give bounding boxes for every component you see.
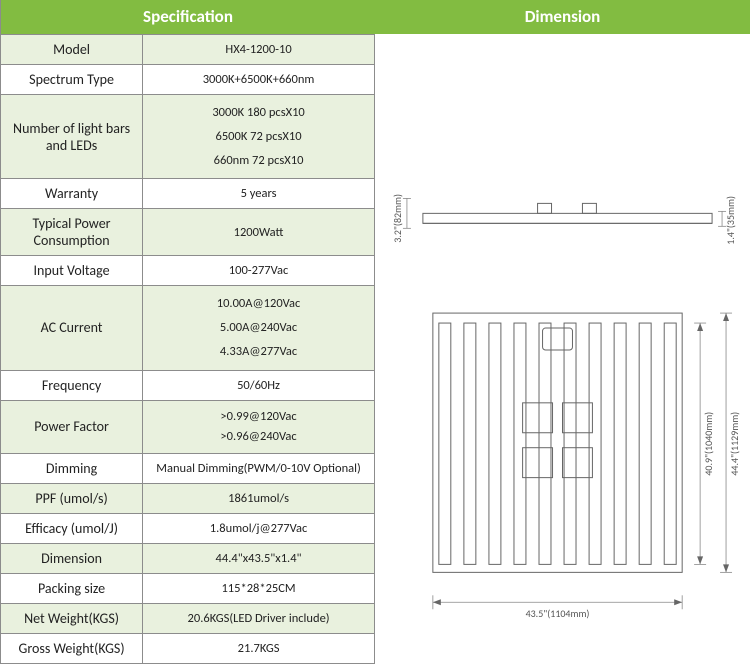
side-view: 3.2"(82mm) 1.4"(35mm) [392, 194, 737, 245]
table-row: DimmingManual Dimming(PWM/0-10V Optional… [1, 453, 375, 483]
inner-height-label: 40.9"(1040mm) [703, 412, 715, 476]
specification-column: Specification ModelHX4-1200-10Spectrum T… [0, 0, 375, 652]
light-bar [664, 323, 676, 564]
light-bar [464, 323, 476, 564]
table-row: Net Weight(KGS)20.6KGS(LED Driver includ… [1, 603, 375, 633]
spec-value: 10.00A@120Vac5.00A@240Vac4.33A@277Vac [143, 286, 375, 370]
table-row: ModelHX4-1200-10 [1, 35, 375, 65]
spec-value: HX4-1200-10 [143, 35, 375, 65]
light-bar [539, 323, 551, 564]
page-container: Specification ModelHX4-1200-10Spectrum T… [0, 0, 750, 652]
spec-label: AC Current [1, 286, 143, 370]
light-bar [439, 323, 451, 564]
spec-label: Packing size [1, 573, 143, 603]
dimension-svg: 3.2"(82mm) 1.4"(35mm) [383, 42, 742, 644]
top-view: 43.5"(1104mm) 40.9"(1040mm) 44.4"(1129mm… [433, 313, 741, 620]
width-label: 43.5"(1104mm) [526, 608, 590, 620]
light-bar [514, 323, 526, 564]
spec-value: 115*28*25CM [143, 573, 375, 603]
spec-value: 50/60Hz [143, 370, 375, 400]
spec-label: PPF (umol/s) [1, 483, 143, 513]
specification-header: Specification [0, 0, 375, 34]
spec-value: 20.6KGS(LED Driver include) [143, 603, 375, 633]
spec-label: Number of light bars and LEDs [1, 95, 143, 179]
table-row: Spectrum Type3000K+6500K+660nm [1, 65, 375, 95]
spec-label: Power Factor [1, 400, 143, 453]
spec-value: 5 years [143, 179, 375, 209]
light-bar [614, 323, 626, 564]
table-row: Power Factor>0.99@120Vac>0.96@240Vac [1, 400, 375, 453]
spec-label: Spectrum Type [1, 65, 143, 95]
spec-value: 21.7KGS [143, 633, 375, 663]
side-depth-label: 1.4"(35mm) [725, 196, 737, 245]
spec-value: 44.4"x43.5"x1.4" [143, 543, 375, 573]
spec-label: Efficacy (umol/J) [1, 513, 143, 543]
dimension-header: Dimension [375, 0, 750, 34]
spec-label: Model [1, 35, 143, 65]
table-row: Dimension44.4"x43.5"x1.4" [1, 543, 375, 573]
spec-label: Input Voltage [1, 256, 143, 286]
outer-height-label: 44.4"(1129mm) [729, 412, 741, 476]
spec-value: >0.99@120Vac>0.96@240Vac [143, 400, 375, 453]
spec-value: 1861umol/s [143, 483, 375, 513]
table-row: Typical Power Consumption1200Watt [1, 209, 375, 256]
table-row: Packing size115*28*25CM [1, 573, 375, 603]
spec-label: Dimension [1, 543, 143, 573]
spec-value: 100-277Vac [143, 256, 375, 286]
table-row: Gross Weight(KGS)21.7KGS [1, 633, 375, 663]
spec-value: 1200Watt [143, 209, 375, 256]
light-bar [639, 323, 651, 564]
table-row: Number of light bars and LEDs3000K 180 p… [1, 95, 375, 179]
spec-label: Dimming [1, 453, 143, 483]
spec-value: 3000K+6500K+660nm [143, 65, 375, 95]
table-row: Frequency50/60Hz [1, 370, 375, 400]
table-row: PPF (umol/s)1861umol/s [1, 483, 375, 513]
spec-label: Typical Power Consumption [1, 209, 143, 256]
dimension-drawing: 3.2"(82mm) 1.4"(35mm) [375, 34, 750, 652]
spec-label: Gross Weight(KGS) [1, 633, 143, 663]
spec-value: 1.8umol/j@277Vac [143, 513, 375, 543]
spec-label: Warranty [1, 179, 143, 209]
specification-table: ModelHX4-1200-10Spectrum Type3000K+6500K… [0, 34, 375, 664]
table-row: Input Voltage100-277Vac [1, 256, 375, 286]
spec-value: Manual Dimming(PWM/0-10V Optional) [143, 453, 375, 483]
light-bar [564, 323, 576, 564]
spec-value: 3000K 180 pcsX106500K 72 pcsX10660nm 72 … [143, 95, 375, 179]
table-row: AC Current10.00A@120Vac5.00A@240Vac4.33A… [1, 286, 375, 370]
dimension-column: Dimension 3.2"(82mm) [375, 0, 750, 652]
spec-label: Frequency [1, 370, 143, 400]
light-bar [589, 323, 601, 564]
table-row: Efficacy (umol/J)1.8umol/j@277Vac [1, 513, 375, 543]
light-bar [489, 323, 501, 564]
side-height-label: 3.2"(82mm) [392, 194, 404, 243]
spec-label: Net Weight(KGS) [1, 603, 143, 633]
table-row: Warranty5 years [1, 179, 375, 209]
